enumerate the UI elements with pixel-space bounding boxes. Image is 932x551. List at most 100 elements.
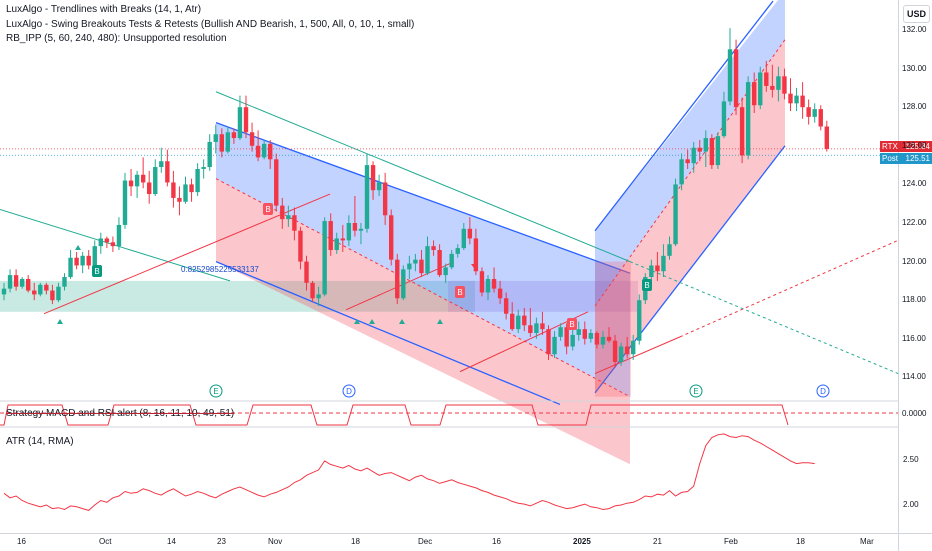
- breakout-badge-bull-2-bg: [642, 279, 652, 291]
- post-price-value: 125.51: [905, 154, 930, 163]
- candle-body: [758, 72, 763, 106]
- candle-body: [703, 138, 708, 152]
- candle-body: [280, 205, 285, 220]
- price-tick-label: 124.00: [902, 179, 927, 189]
- dividend-marker-2-circle: [816, 384, 830, 398]
- candle-body: [32, 290, 37, 295]
- time-tick-label: Feb: [724, 537, 738, 546]
- candle-body: [764, 72, 769, 86]
- candle-body: [92, 246, 97, 266]
- candle-body: [485, 278, 491, 293]
- candle-body: [213, 134, 218, 142]
- time-tick-label: 14: [167, 537, 176, 546]
- candle-body: [655, 265, 660, 272]
- candle-body: [370, 165, 376, 191]
- candle-body: [340, 238, 345, 241]
- candle-body: [50, 290, 55, 301]
- price-tick-label: 132.00: [902, 25, 927, 34]
- candle-body: [503, 298, 509, 314]
- legend-rb-ipp[interactable]: RB_IPP (5, 60, 240, 480): Unsupported re…: [6, 33, 227, 44]
- candle-body: [739, 107, 745, 156]
- price-tick-label: 120.00: [902, 256, 927, 266]
- candle-body: [165, 161, 170, 183]
- currency-button[interactable]: USD: [903, 5, 930, 23]
- swing-zone-overlap: [448, 280, 638, 312]
- atr-tick-label: 2.50: [903, 455, 919, 464]
- candle-body: [134, 174, 140, 187]
- candle-body: [443, 267, 448, 276]
- chart-canvas[interactable]: B B B B B 0.8252985225533137 E D E D: [0, 0, 898, 533]
- candle-body: [631, 340, 636, 355]
- candle-body: [147, 182, 152, 195]
- candle-body: [225, 132, 231, 152]
- candle-body: [1, 288, 7, 295]
- retest-triangle: [369, 319, 375, 324]
- channel-lower-line: [215, 260, 561, 406]
- candle-body: [171, 182, 176, 198]
- atr-tick-label: 2.00: [903, 500, 919, 509]
- candle-body: [401, 269, 406, 299]
- time-tick-label: 16: [17, 537, 26, 546]
- time-tick-label: Nov: [268, 537, 283, 546]
- slope-label: 0.8252985225533137: [181, 265, 259, 274]
- candle-body: [128, 180, 134, 187]
- candle-body: [322, 221, 327, 295]
- candle-body: [328, 221, 333, 251]
- candle-body: [13, 275, 19, 287]
- candle-body: [189, 184, 194, 193]
- retest-triangle-bear: [471, 264, 477, 268]
- earnings-marker-text: E: [213, 387, 218, 396]
- candle-body: [292, 215, 297, 231]
- strategy-tick-label: 0.0000: [902, 409, 927, 418]
- candle-body: [606, 336, 612, 341]
- candle-body: [715, 136, 721, 166]
- trendline-red-4: [594, 336, 681, 374]
- price-axis[interactable]: [898, 0, 932, 550]
- price-tick-label: 114.00: [902, 372, 926, 382]
- candle-body: [534, 323, 539, 334]
- candle-body: [116, 224, 122, 247]
- retest-triangle: [399, 319, 405, 324]
- candle-body: [140, 174, 146, 183]
- breakout-badge-bear-2-bg: [455, 286, 465, 298]
- chart-area[interactable]: B B B B B 0.8252985225533137 E D E D: [0, 0, 898, 550]
- breakout-badge-bear-bg: [263, 203, 273, 215]
- atr-pane-label[interactable]: ATR (14, RMA): [6, 436, 74, 447]
- strategy-pane-label[interactable]: Strategy MACD and RSI alert (8, 16, 11, …: [6, 408, 235, 419]
- candle-body: [522, 315, 527, 326]
- candle-body: [261, 143, 267, 158]
- breakout-badge-bull-bg: [92, 265, 102, 277]
- candle-body: [455, 248, 460, 254]
- candle-body: [19, 278, 25, 287]
- candle-body: [540, 323, 545, 330]
- candle-body: [697, 147, 702, 152]
- candle-body: [685, 159, 690, 164]
- candle-body: [473, 238, 479, 272]
- candle-body: [800, 95, 805, 108]
- candle-body: [479, 271, 485, 293]
- candle-body: [679, 159, 684, 185]
- time-tick-label: 21: [653, 537, 662, 546]
- candle-body: [376, 182, 382, 191]
- candle-body: [286, 215, 291, 220]
- atr-line: [3, 433, 815, 511]
- candle-body: [122, 180, 128, 225]
- breakout-badge-bear-3-bg: [567, 318, 577, 330]
- legend-trendlines[interactable]: LuxAlgo - Trendlines with Breaks (14, 1,…: [6, 4, 202, 15]
- legend-swing-breakouts[interactable]: LuxAlgo - Swing Breakouts Tests & Retest…: [6, 19, 415, 30]
- candle-body: [752, 82, 757, 106]
- candle-body: [624, 346, 630, 355]
- trendline-down-dashed: [629, 261, 898, 375]
- candle-body: [794, 95, 799, 104]
- retest-box: [595, 261, 631, 397]
- candle-body: [721, 101, 727, 137]
- regression-channel-lower-fill: [216, 178, 630, 465]
- candle-body: [413, 259, 418, 264]
- price-tick-label: 116.00: [902, 333, 926, 343]
- candle-body: [110, 242, 116, 247]
- candle-body: [389, 215, 394, 260]
- candle-body: [274, 159, 279, 206]
- time-axis[interactable]: [0, 533, 898, 551]
- retest-triangle: [75, 245, 81, 250]
- candle-body: [68, 257, 73, 278]
